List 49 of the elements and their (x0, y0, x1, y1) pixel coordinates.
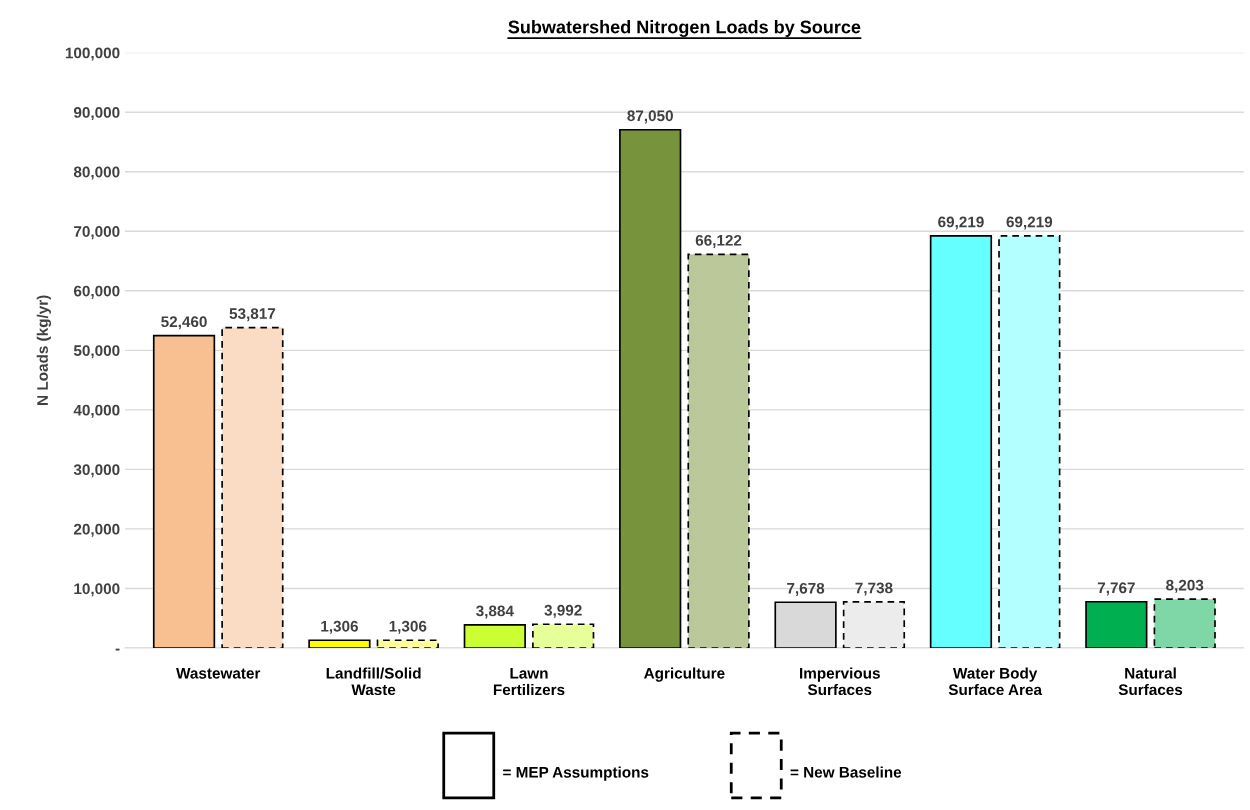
y-tick-label: 70,000 (74, 226, 120, 240)
y-tick-label: 20,000 (73, 523, 120, 537)
data-label: 87,050 (627, 110, 673, 124)
data-label: 7,767 (1097, 582, 1135, 596)
x-tick-label: Natural Surfaces (1118, 667, 1183, 696)
data-label: 1,306 (389, 620, 427, 634)
x-tick-label: Impervious Surfaces (800, 667, 880, 696)
data-label: 7,738 (855, 582, 893, 596)
x-tick-label: Landfill/Solid Waste (326, 667, 421, 696)
bar (687, 253, 750, 648)
bar (998, 235, 1061, 648)
chart-title: Subwatershed Nitrogen Loads by Source (508, 20, 861, 38)
bar (463, 624, 526, 648)
data-label: 66,122 (695, 234, 742, 248)
y-tick-label: - (115, 648, 120, 651)
y-tick-label: 60,000 (73, 285, 120, 299)
bar (1085, 600, 1148, 648)
bar (619, 128, 682, 648)
bar (929, 235, 993, 648)
bar (1153, 598, 1216, 648)
y-tick-label: 80,000 (73, 166, 120, 180)
data-label: 3,884 (476, 605, 514, 619)
data-label: 52,460 (161, 316, 207, 330)
x-tick-label: Agriculture (644, 667, 725, 682)
bar (842, 601, 906, 648)
y-tick-label: 90,000 (73, 107, 120, 121)
data-label: 53,817 (229, 308, 276, 322)
bar (308, 639, 371, 648)
bar (221, 326, 284, 648)
data-label: 69,219 (938, 216, 984, 230)
bar (376, 639, 439, 648)
y-tick-label: 100,000 (65, 47, 120, 61)
data-label: 3,992 (544, 604, 582, 618)
y-tick-label: 50,000 (73, 345, 120, 359)
text: = MEP Assumptions (503, 766, 649, 781)
data-label: 1,306 (321, 620, 358, 634)
x-tick-label: Water Body Surface Area (948, 667, 1043, 696)
bar (152, 334, 216, 648)
y-axis-title: N Loads (kg/yr) (36, 295, 52, 405)
text: = New Baseline (790, 766, 902, 778)
y-tick-label: 10,000 (74, 583, 120, 597)
data-label: 8,203 (1166, 579, 1204, 593)
x-tick-label: Lawn Fertilizers (493, 668, 565, 696)
bar (532, 623, 595, 648)
x-tick-label: Wastewater (176, 668, 261, 679)
data-label: 69,219 (1006, 216, 1053, 230)
data-label: 7,678 (787, 582, 825, 596)
y-tick-label: 40,000 (73, 404, 120, 418)
y-tick-label: 30,000 (73, 464, 120, 478)
